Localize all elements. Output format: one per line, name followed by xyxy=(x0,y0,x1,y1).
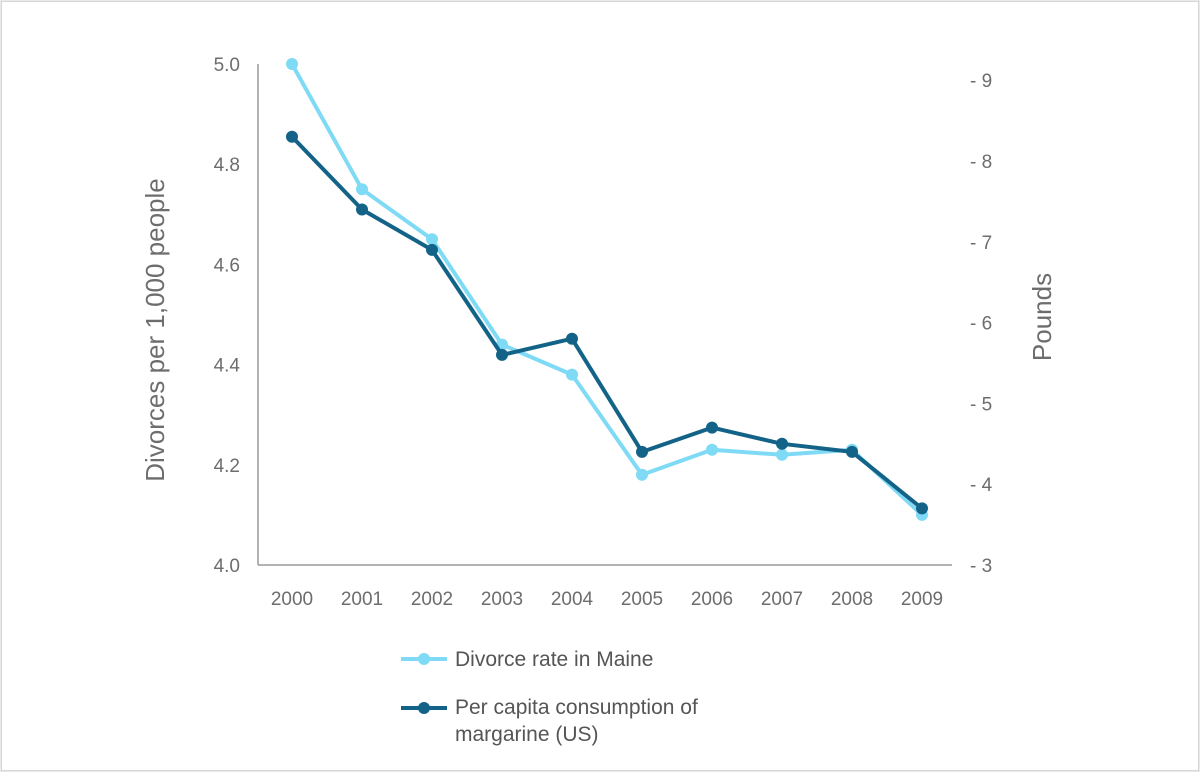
x-tick-label: 2002 xyxy=(411,589,453,610)
data-point-margarine xyxy=(426,243,438,256)
x-tick-label: 2000 xyxy=(271,589,313,610)
left-tick-label: 5.0 xyxy=(214,55,240,76)
data-point-divorce xyxy=(566,368,578,381)
data-point-margarine xyxy=(706,421,718,434)
left-tick-label: 4.0 xyxy=(214,556,240,577)
right-tick-label: - 5 xyxy=(970,394,992,415)
right-axis-ticks: - 3 - 4 - 5 - 6 - 7 - 8 - 9 xyxy=(970,71,993,577)
x-tick-label: 2005 xyxy=(621,589,663,610)
legend-label-divorce: Divorce rate in Maine xyxy=(455,648,653,671)
data-point-divorce xyxy=(636,468,648,481)
right-axis-title: Pounds xyxy=(1027,273,1057,361)
right-tick-label: - 6 xyxy=(970,314,992,335)
left-axis-ticks: 4.0 4.2 4.4 4.6 4.8 5.0 xyxy=(214,55,241,577)
right-tick-label: - 4 xyxy=(970,475,993,496)
right-tick-label: - 9 xyxy=(970,71,992,92)
series-line-divorce xyxy=(290,62,924,517)
left-tick-label: 4.6 xyxy=(214,255,240,276)
right-tick-label: - 3 xyxy=(970,556,992,577)
x-tick-label: 2009 xyxy=(901,589,943,610)
x-tick-label: 2001 xyxy=(341,589,383,610)
left-tick-label: 4.8 xyxy=(214,155,240,176)
data-point-margarine xyxy=(846,445,858,458)
data-point-divorce xyxy=(426,233,438,246)
series-layer xyxy=(286,58,928,521)
x-tick-label: 2004 xyxy=(551,589,594,610)
data-point-margarine xyxy=(776,437,788,450)
x-tick-label: 2006 xyxy=(691,589,733,610)
right-tick-label: - 7 xyxy=(970,233,992,254)
legend-marker-divorce xyxy=(418,653,430,665)
data-point-margarine xyxy=(566,332,578,345)
data-point-divorce xyxy=(706,443,718,456)
data-point-divorce xyxy=(356,183,368,196)
x-tick-label: 2008 xyxy=(831,589,873,610)
data-point-margarine xyxy=(356,203,368,216)
data-point-divorce xyxy=(776,448,788,461)
legend-entry-margarine: Per capita consumption of margarine (US) xyxy=(401,696,698,746)
legend-entry-divorce: Divorce rate in Maine xyxy=(401,648,653,671)
series-line-margarine xyxy=(290,134,924,511)
right-tick-label: - 8 xyxy=(970,152,992,173)
data-point-divorce xyxy=(286,58,298,70)
x-axis-ticks: 2000 2001 2002 2003 2004 2005 2006 2007 2008 2009 xyxy=(271,589,943,610)
left-tick-label: 4.2 xyxy=(214,456,240,477)
left-tick-label: 4.4 xyxy=(214,356,241,377)
left-axis-title: Divorces per 1,000 people xyxy=(140,178,170,482)
axes xyxy=(257,64,952,566)
data-point-margarine xyxy=(916,502,928,515)
x-tick-label: 2003 xyxy=(481,589,523,610)
data-point-margarine xyxy=(496,348,508,361)
x-tick-label: 2007 xyxy=(761,589,803,610)
legend: Divorce rate in Maine Per capita consump… xyxy=(401,648,698,746)
legend-label-margarine: Per capita consumption of margarine (US) xyxy=(455,696,698,746)
data-point-margarine xyxy=(636,445,648,458)
legend-marker-margarine xyxy=(418,702,430,714)
data-point-margarine xyxy=(286,130,298,143)
